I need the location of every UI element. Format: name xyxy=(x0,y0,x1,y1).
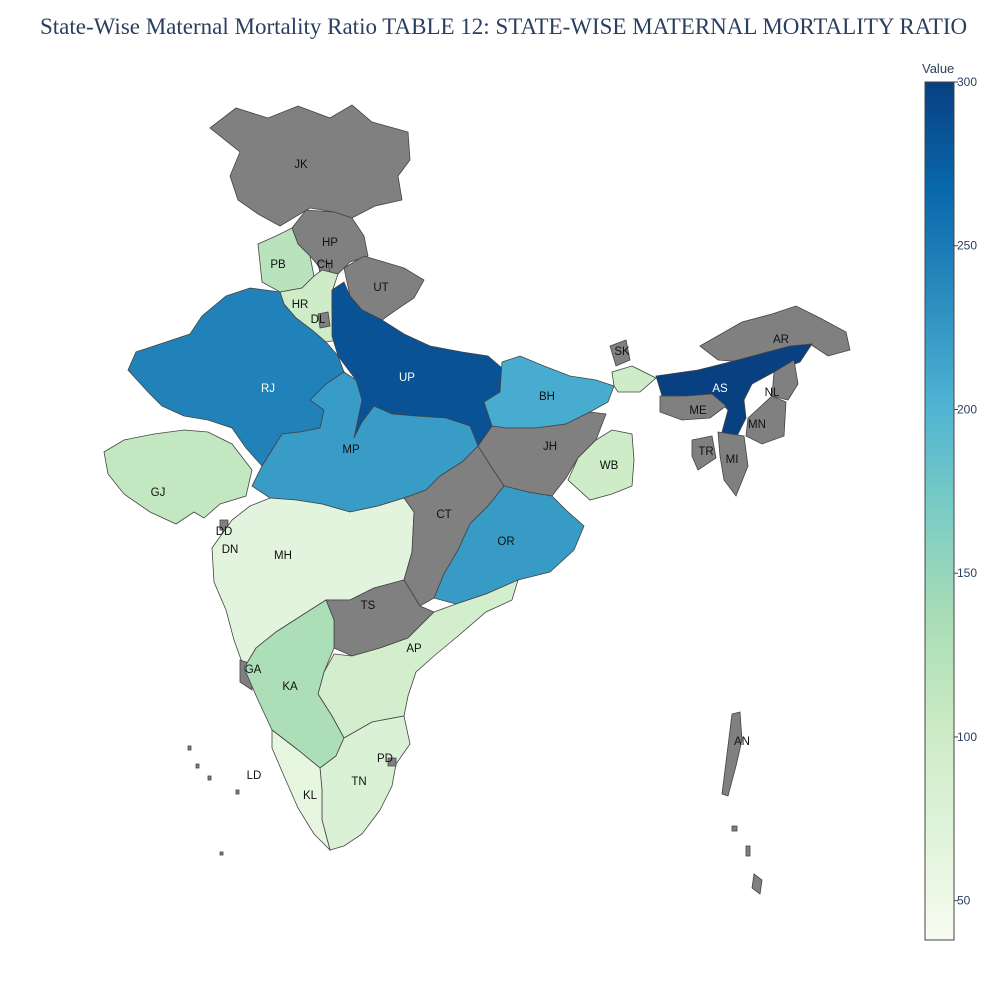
label-CT: CT xyxy=(436,509,451,521)
colorbar-tick-label: 50 xyxy=(957,894,971,908)
label-AS: AS xyxy=(712,383,728,395)
state-WB-north[interactable] xyxy=(611,365,657,393)
state-PB[interactable] xyxy=(257,227,315,293)
label-AP: AP xyxy=(406,643,422,655)
label-JH: JH xyxy=(543,441,557,453)
colorbar-gradient xyxy=(924,81,955,941)
state-WB[interactable] xyxy=(567,429,635,501)
label-MI: MI xyxy=(726,454,739,466)
colorbar-title: Value xyxy=(922,61,954,76)
state-MN[interactable] xyxy=(745,395,787,445)
state-OR[interactable] xyxy=(433,485,585,605)
label-AN: AN xyxy=(734,736,750,748)
state-MI[interactable] xyxy=(717,431,749,497)
state-DL[interactable] xyxy=(317,311,331,329)
label-DN: DN xyxy=(222,544,239,556)
colorbar-tick-label: 300 xyxy=(957,75,977,89)
label-OR: OR xyxy=(497,536,514,548)
state-LD[interactable] xyxy=(187,745,240,856)
label-TN: TN xyxy=(351,776,366,788)
label-MN: MN xyxy=(748,419,766,431)
state-JK[interactable] xyxy=(209,104,411,227)
label-TS: TS xyxy=(361,600,376,612)
state-NL[interactable] xyxy=(771,359,799,401)
label-RJ: RJ xyxy=(261,383,275,395)
label-UP: UP xyxy=(399,372,415,384)
state-ME[interactable] xyxy=(659,393,727,421)
colorbar-tick-label: 100 xyxy=(957,730,977,744)
colorbar-tick-label: 200 xyxy=(957,402,977,416)
label-BH: BH xyxy=(539,391,555,403)
label-UT: UT xyxy=(373,282,388,294)
state-PD[interactable] xyxy=(387,757,397,767)
label-MP: MP xyxy=(342,444,360,456)
label-PD: PD xyxy=(377,753,393,765)
label-ME: ME xyxy=(689,405,707,417)
colorbar-tick-label: 250 xyxy=(957,239,977,253)
label-AR: AR xyxy=(773,334,789,346)
label-HP: HP xyxy=(322,237,338,249)
label-LD: LD xyxy=(247,770,262,782)
state-KL[interactable] xyxy=(271,729,331,852)
label-GJ: GJ xyxy=(151,487,166,499)
label-GA: GA xyxy=(245,664,262,676)
state-AP[interactable] xyxy=(317,579,519,739)
state-GJ[interactable] xyxy=(103,429,253,525)
label-CH: CH xyxy=(317,259,334,271)
label-DD: DD xyxy=(216,526,233,538)
label-NL: NL xyxy=(765,387,780,399)
state-SK[interactable] xyxy=(609,339,631,367)
colorbar-ticks: 50 100 150 200 250 300 xyxy=(954,75,977,908)
label-SK: SK xyxy=(614,346,630,358)
label-HR: HR xyxy=(292,299,309,311)
colorbar-tick-label: 150 xyxy=(957,566,977,580)
map-title: State-Wise Maternal Mortality Ratio TABL… xyxy=(40,14,968,39)
label-MH: MH xyxy=(274,550,292,562)
state-AN[interactable] xyxy=(721,711,763,895)
label-PB: PB xyxy=(270,259,286,271)
label-DL: DL xyxy=(311,314,326,326)
label-WB: WB xyxy=(600,460,619,472)
label-KL: KL xyxy=(303,790,318,802)
label-KA: KA xyxy=(282,681,298,693)
label-TR: TR xyxy=(698,446,713,458)
colorbar: Value 50 100 150 200 250 300 xyxy=(922,61,977,941)
state-TR[interactable] xyxy=(691,435,717,471)
label-JK: JK xyxy=(294,159,308,171)
